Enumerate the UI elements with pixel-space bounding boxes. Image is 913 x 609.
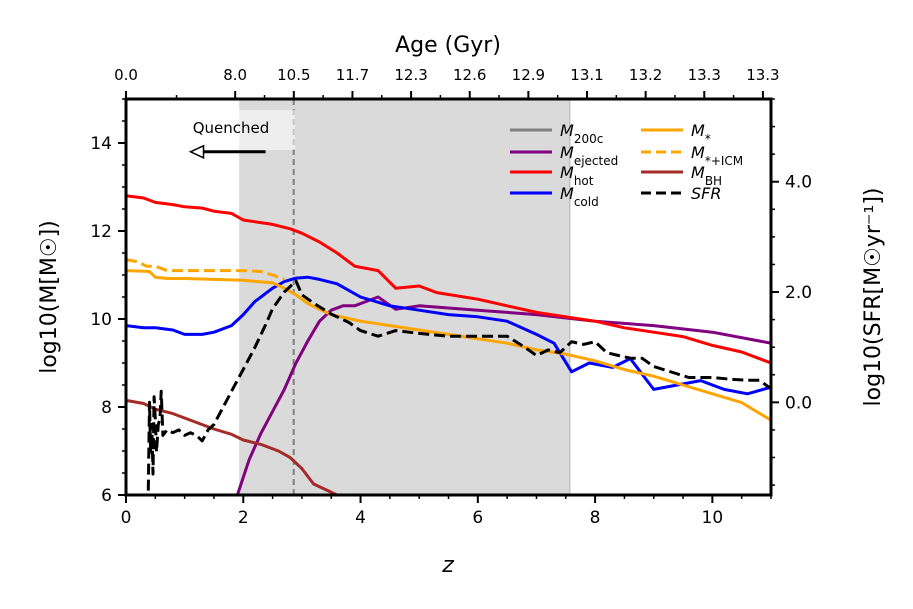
legend-label-subscript: * <box>705 132 711 146</box>
top-tick-label: 13.3 <box>746 66 779 84</box>
y-right-tick-label: 2.0 <box>785 283 812 303</box>
annotation-text: Quenched <box>193 119 270 137</box>
y-left-tick-label: 12 <box>90 222 112 242</box>
left-axis-label: log10(M[M☉]) <box>37 220 62 374</box>
right-axis-label: log10(SFR[M☉yr⁻¹]) <box>861 188 886 407</box>
legend-label: SFR <box>691 184 721 203</box>
y-left-tick-label: 8 <box>101 398 112 418</box>
legend-label-subscript: BH <box>705 174 722 188</box>
quenched-annotation: Quenched <box>171 110 295 159</box>
y-left-tick-label: 14 <box>90 134 112 154</box>
shaded-region <box>239 99 570 495</box>
y-right-tick-label: 0.0 <box>785 393 812 413</box>
legend-entry: SFR <box>641 184 721 203</box>
x-tick-label: 4 <box>355 508 366 528</box>
top-tick-label: 13.1 <box>570 66 603 84</box>
top-tick-label: 0.0 <box>114 66 138 84</box>
series-line-mhot <box>126 194 771 365</box>
plot-clip-group <box>126 99 771 495</box>
top-axis-label: Age (Gyr) <box>395 33 501 58</box>
x-tick-label: 2 <box>238 508 249 528</box>
annotation-arrow-head <box>188 144 205 159</box>
legend-entry: MBH <box>641 163 722 188</box>
legend-label: MBH <box>691 163 722 188</box>
series-line-m-icm <box>126 258 285 281</box>
top-tick-label: 13.3 <box>688 66 721 84</box>
legend-label-subscript: 200c <box>574 132 604 146</box>
series-layer <box>126 99 771 495</box>
x-tick-label: 8 <box>590 508 601 528</box>
top-tick-label: 12.3 <box>394 66 427 84</box>
series-line-m- <box>126 269 771 422</box>
series-line-sfr <box>146 279 771 491</box>
x-tick-label: 10 <box>702 508 724 528</box>
y-left-tick-label: 6 <box>101 486 112 506</box>
x-axis-label: z <box>441 553 454 578</box>
x-tick-label: 0 <box>121 508 132 528</box>
top-tick-label: 13.2 <box>629 66 662 84</box>
x-axis-bottom: 0 2 4 6 8 10 <box>121 495 772 528</box>
y-right-tick-label: 4.0 <box>785 173 812 193</box>
top-tick-label: 8.0 <box>223 66 247 84</box>
y-axis-right: 0.0 2.0 4.0 <box>771 98 812 486</box>
top-tick-label: 12.6 <box>453 66 486 84</box>
x-axis-top: 0.0 8.0 10.5 11.7 12.3 12.6 12.9 13.1 13.2 13.3 13… <box>114 66 780 99</box>
legend-label-subscript: hot <box>574 174 594 188</box>
y-axis-left: 6 8 10 12 14 <box>90 98 126 506</box>
x-tick-label: 6 <box>472 508 483 528</box>
top-tick-label: 10.5 <box>277 66 310 84</box>
legend-label-subscript: cold <box>574 195 599 209</box>
annotation-box <box>171 110 295 150</box>
y-left-tick-label: 10 <box>90 310 112 330</box>
top-tick-label: 12.9 <box>512 66 545 84</box>
legend-label-subscript: ejected <box>574 154 618 168</box>
top-tick-label: 11.7 <box>336 66 369 84</box>
legend-label-subscript: *+ICM <box>705 154 743 168</box>
